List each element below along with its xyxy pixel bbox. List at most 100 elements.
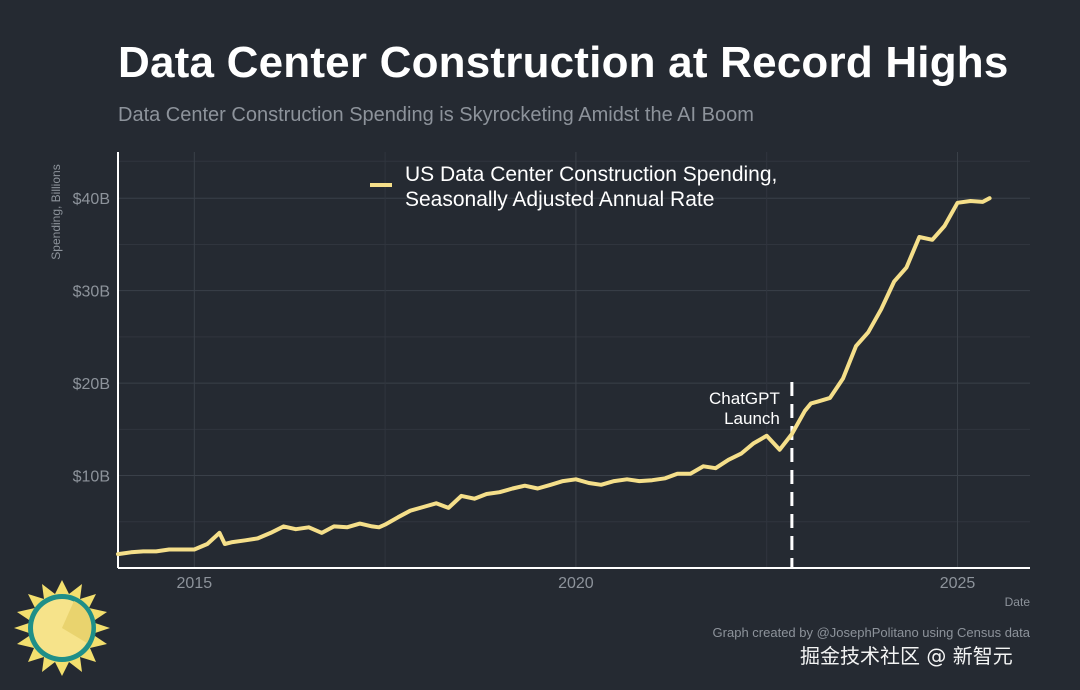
y-tick-label: $30B — [73, 284, 110, 301]
data-point — [130, 551, 132, 553]
data-point — [702, 465, 704, 467]
x-tick-label: 2025 — [940, 575, 976, 592]
data-point — [664, 477, 666, 479]
data-point — [753, 442, 755, 444]
data-point — [499, 491, 501, 493]
data-point — [224, 543, 226, 545]
data-point — [804, 410, 806, 412]
y-tick-labels: $10B $20B $30B $40B — [73, 191, 110, 485]
y-axis-title: Spending, Billions — [49, 164, 63, 259]
data-point — [918, 236, 920, 238]
data-point — [728, 459, 730, 461]
data-point — [817, 401, 819, 403]
data-point — [346, 526, 348, 528]
data-point — [931, 239, 933, 241]
data-point — [600, 484, 602, 486]
sun-shadow — [62, 601, 92, 643]
x-tick-label: 2020 — [558, 575, 594, 592]
annotation-label: ChatGPT — [709, 389, 780, 408]
data-point — [244, 539, 246, 541]
data-point — [676, 473, 678, 475]
data-point — [715, 467, 717, 469]
source-caption: Graph created by @JosephPolitano using C… — [713, 625, 1031, 640]
data-point — [308, 526, 310, 528]
data-point — [810, 402, 812, 404]
data-point — [435, 502, 437, 504]
data-point — [219, 532, 221, 534]
y-tick-label: $20B — [73, 376, 110, 393]
data-point — [524, 485, 526, 487]
data-point — [969, 200, 971, 202]
data-point — [944, 225, 946, 227]
data-point — [855, 345, 857, 347]
data-point — [537, 487, 539, 489]
data-point — [193, 549, 195, 551]
series-line-data-center-spending — [116, 196, 992, 557]
data-point — [409, 510, 411, 512]
data-point — [486, 493, 488, 495]
data-point — [359, 523, 361, 525]
legend-label-line-1: US Data Center Construction Spending, — [405, 163, 777, 186]
y-tick-label: $40B — [73, 191, 110, 208]
data-point — [575, 478, 577, 480]
data-point — [270, 532, 272, 534]
data-point — [779, 449, 781, 451]
watermark: 掘金技术社区 @ 新智元 — [800, 644, 1013, 668]
data-point — [295, 528, 297, 530]
legend-label: US Data Center Construction Spending, Se… — [405, 163, 783, 211]
data-point — [550, 484, 552, 486]
data-point — [867, 331, 869, 333]
data-point — [638, 480, 640, 482]
data-point — [791, 433, 793, 435]
data-point — [473, 498, 475, 500]
data-point — [257, 537, 259, 539]
data-point — [397, 516, 399, 518]
grid — [118, 152, 1030, 568]
data-point — [283, 525, 285, 527]
data-point — [905, 267, 907, 269]
x-tick-labels: 2015 2020 2025 — [177, 575, 976, 592]
axes — [117, 152, 1030, 569]
data-point — [651, 479, 653, 481]
data-point — [741, 452, 743, 454]
data-point — [893, 280, 895, 282]
data-point — [371, 525, 373, 527]
data-point — [842, 377, 844, 379]
annotation-label: Launch — [724, 409, 780, 428]
data-point — [321, 532, 323, 534]
data-point — [989, 197, 991, 199]
x-axis-title: Date — [1005, 595, 1031, 609]
data-point — [333, 525, 335, 527]
data-point — [231, 541, 233, 543]
data-point — [562, 480, 564, 482]
data-point — [982, 201, 984, 203]
data-point — [613, 480, 615, 482]
chart-title: Data Center Construction at Record Highs — [118, 38, 1009, 87]
sun-logo — [14, 580, 110, 676]
data-point — [180, 549, 182, 551]
data-point — [956, 202, 958, 204]
data-point — [880, 308, 882, 310]
data-point — [155, 550, 157, 552]
data-point — [689, 473, 691, 475]
data-point — [460, 495, 462, 497]
x-tick-label: 2015 — [177, 575, 213, 592]
legend-label-line-2: Seasonally Adjusted Annual Rate — [405, 188, 714, 211]
data-point — [142, 550, 144, 552]
chart-subtitle: Data Center Construction Spending is Sky… — [118, 104, 754, 126]
data-point — [384, 524, 386, 526]
y-tick-label: $10B — [73, 469, 110, 486]
data-point — [766, 435, 768, 437]
data-point — [206, 543, 208, 545]
data-point — [168, 549, 170, 551]
data-point — [422, 506, 424, 508]
data-point — [512, 487, 514, 489]
data-point — [447, 507, 449, 509]
data-point — [829, 397, 831, 399]
data-point — [588, 482, 590, 484]
data-point — [378, 526, 380, 528]
series-points — [117, 197, 991, 555]
data-point — [626, 478, 628, 480]
